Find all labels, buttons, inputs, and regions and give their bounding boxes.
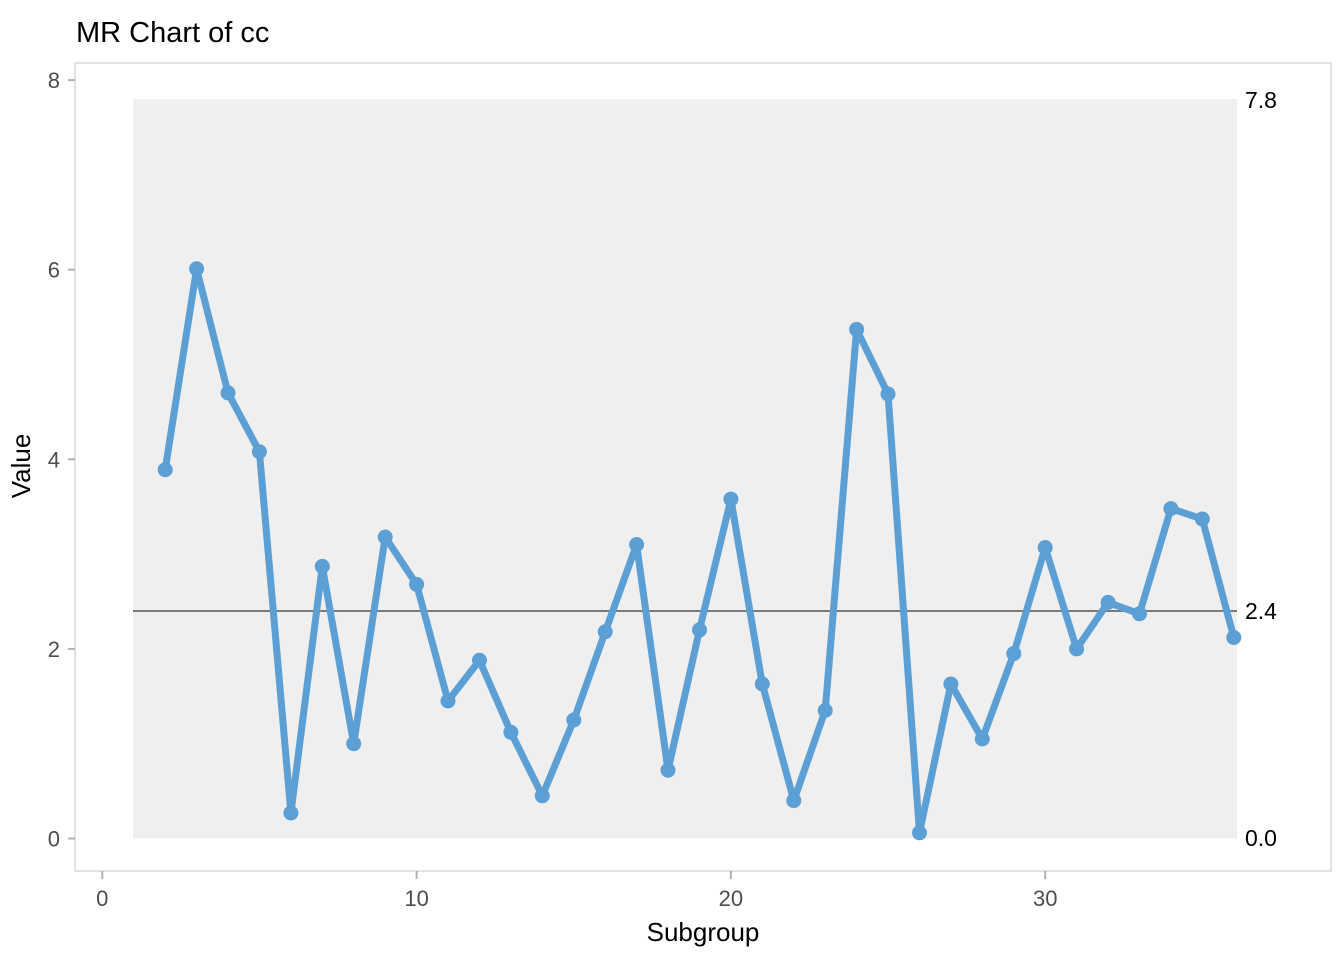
y-axis-title: Value [6,434,36,499]
ucl-label: 7.8 [1245,87,1277,113]
data-point [283,805,299,821]
x-tick-label: 20 [719,886,743,911]
data-point [1100,594,1116,610]
data-point [597,624,613,640]
data-point [1132,606,1147,622]
data-point [817,703,833,718]
data-point [1006,646,1022,662]
x-tick-label: 10 [404,886,428,911]
data-point [346,736,362,752]
data-point [723,491,739,507]
data-point [566,712,582,728]
lcl-label: 0.0 [1245,825,1277,851]
data-point [849,321,865,337]
y-tick-label: 2 [48,637,60,662]
chart-title: MR Chart of cc [76,17,269,49]
data-point [377,529,393,545]
y-tick-label: 4 [48,447,60,472]
cl-label: 2.4 [1245,598,1277,624]
x-axis-title: Subgroup [647,917,760,947]
data-point [660,762,676,778]
data-point [220,385,236,401]
data-point [251,444,267,460]
data-point [754,676,770,692]
data-point [692,622,707,638]
data-point [912,825,927,841]
data-point [534,788,550,804]
data-point [189,261,205,277]
data-point [880,386,896,402]
control-limit-band [133,99,1237,839]
data-point [314,558,330,574]
data-point [1226,630,1242,645]
data-point [943,676,959,692]
y-tick-label: 8 [48,68,60,93]
y-tick-label: 6 [48,258,60,283]
data-point [1037,540,1053,555]
data-point [786,793,802,809]
data-point [1194,511,1210,527]
data-point [1163,501,1179,517]
data-point [157,462,173,478]
data-point [472,652,487,668]
data-point [440,693,456,709]
data-point [974,731,990,747]
x-tick-label: 30 [1033,886,1057,911]
x-tick-label: 0 [96,886,108,911]
y-tick-label: 0 [48,827,60,852]
data-point [503,724,519,740]
data-point [409,576,425,592]
data-point [629,537,645,553]
data-point [1069,641,1085,657]
